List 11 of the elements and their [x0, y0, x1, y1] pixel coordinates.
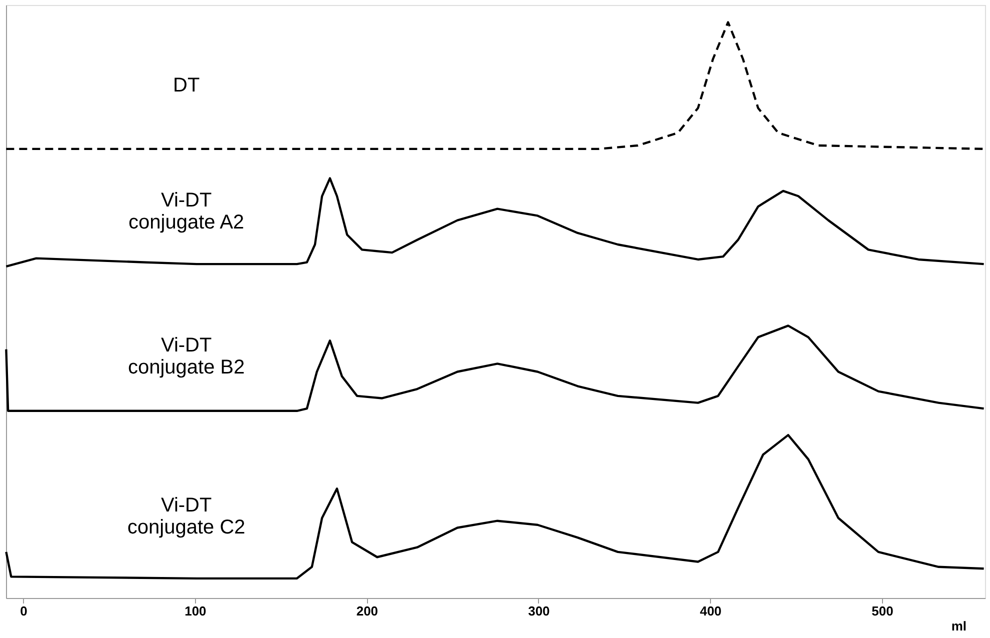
series-label: Vi-DT conjugate C2 — [127, 494, 246, 538]
series-label: Vi-DT conjugate A2 — [128, 190, 244, 234]
x-tick-label: 200 — [356, 604, 378, 618]
x-tick-label: 100 — [184, 604, 206, 618]
x-tick-label: 300 — [528, 604, 550, 618]
text: DT — [173, 74, 200, 97]
x-tick-label: 400 — [700, 604, 722, 618]
x-tick-label: 500 — [872, 604, 894, 618]
x-axis-title: ml — [951, 618, 966, 634]
series-label: Vi-DT conjugate B2 — [128, 334, 245, 378]
x-tick-label: 0 — [20, 604, 28, 618]
